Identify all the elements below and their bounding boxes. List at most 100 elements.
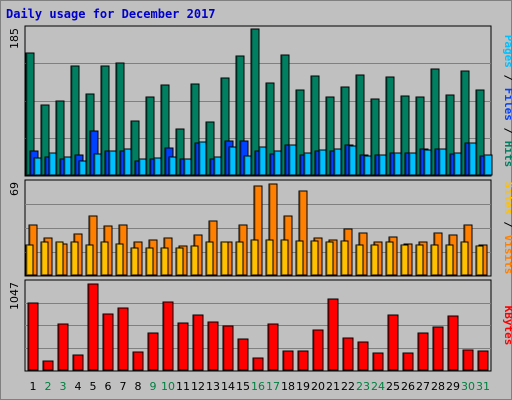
x-tick-label-day-22: 22 [341,380,355,393]
x-tick-label-day-13: 13 [206,380,220,393]
panel-kbytes-legend: KBytes [502,306,512,346]
panel-kbytes-bar-kbytes-day-22 [342,337,354,371]
x-tick-label-day-31: 31 [476,380,490,393]
panel-visits_sites-bar-sites-day-1 [25,244,34,276]
panel-kbytes-bar-kbytes-day-25 [387,314,399,371]
panel-visits_sites-bar-sites-day-11-fill [175,247,184,276]
panel-visits_sites-bar-sites-day-16-fill [250,239,259,276]
panel-kbytes-ymax-label: 1047 [8,282,21,310]
x-tick-label-day-28: 28 [431,380,445,393]
panel-visits_sites-legend-sep: / [502,215,512,235]
x-tick-label-day-16: 16 [251,380,265,393]
panel-kbytes-bar-kbytes-day-25-fill [387,314,399,371]
panel-visits_sites-bar-sites-day-30 [460,241,469,276]
panel-kbytes-bar-kbytes-day-27 [417,332,429,371]
panel-visits_sites-bar-sites-day-28 [430,244,439,276]
panel-visits_sites-bar-sites-day-31 [475,245,484,276]
panel-visits_sites-bar-sites-day-22-fill [340,240,349,276]
panel-visits_sites-bar-sites-day-10 [160,247,169,276]
panel-visits_sites-bar-sites-day-25-fill [385,241,394,276]
panel-visits_sites-bar-sites-day-27 [415,244,424,276]
panel-kbytes-bar-kbytes-day-15 [237,338,249,371]
panel-visits_sites-bar-sites-day-29-fill [445,244,454,276]
panel-kbytes-bar-kbytes-day-16 [252,357,264,371]
panel-kbytes-bar-kbytes-day-2 [42,360,54,371]
panel-kbytes-bar-kbytes-day-5-fill [87,283,99,371]
panel-visits_sites-bar-sites-day-9-fill [145,247,154,276]
panel-visits_sites-bar-sites-day-29 [445,244,454,276]
panel-visits_sites-bar-sites-day-3 [55,241,64,276]
panel-kbytes-bar-kbytes-day-20 [312,329,324,371]
panel-kbytes-bar-kbytes-day-28 [432,326,444,371]
panel-visits_sites-ymax-label: 69 [8,182,21,196]
panel-visits_sites-bar-sites-day-2 [40,241,49,276]
panel-kbytes-bar-kbytes-day-29-fill [447,315,459,371]
panel-kbytes-bar-kbytes-day-30-fill [462,349,474,371]
panel-kbytes-bar-kbytes-day-14 [222,325,234,371]
panel-visits_sites-bar-sites-day-5 [85,244,94,276]
panel-visits_sites-bar-sites-day-17 [265,239,274,276]
panel-visits_sites-bar-sites-day-22 [340,240,349,276]
panel-visits_sites-bar-sites-day-27-fill [415,244,424,276]
panel-kbytes-bar-kbytes-day-11 [177,322,189,371]
panel-hits_files_pages-legend: Pages / Files / Hits [502,35,512,168]
panel-kbytes-bar-kbytes-day-12-fill [192,314,204,371]
panel-kbytes-bar-kbytes-day-7 [117,307,129,371]
panel-visits_sites-bar-sites-day-3-fill [55,241,64,276]
panel-kbytes-bar-kbytes-day-14-fill [222,325,234,371]
panel-kbytes-bar-kbytes-day-19 [297,350,309,371]
panel-kbytes-bar-kbytes-day-27-fill [417,332,429,371]
panel-kbytes-bar-kbytes-day-17-fill [267,323,279,371]
panel-visits_sites-bar-sites-day-15-fill [235,241,244,276]
panel-visits_sites-bar-sites-day-13-fill [205,241,214,276]
panel-visits_sites-bar-sites-day-23 [355,244,364,276]
panel-visits_sites-bar-sites-day-14 [220,241,229,276]
panel-kbytes-bar-kbytes-day-31-fill [477,350,489,371]
panel-visits_sites-bar-sites-day-18 [280,239,289,276]
x-tick-label-day-7: 7 [120,380,127,393]
panel-kbytes-bar-kbytes-day-12 [192,314,204,371]
panel-visits_sites-bar-sites-day-11 [175,247,184,276]
panel-kbytes-bar-kbytes-day-6 [102,313,114,371]
panel-visits_sites-bar-sites-day-8 [130,247,139,276]
panel-hits_files_pages-bar-pages-day-31-fill [483,154,493,176]
panel-visits_sites-bar-sites-day-12-fill [190,245,199,276]
panel-kbytes-bar-kbytes-day-18 [282,350,294,371]
panel-visits_sites-bar-sites-day-5-fill [85,244,94,276]
panel-visits_sites-bar-sites-day-10-fill [160,247,169,276]
panel-kbytes-bar-kbytes-day-21-fill [327,298,339,371]
panel-kbytes-bar-kbytes-day-11-fill [177,322,189,371]
panel-kbytes-legend-kbytes: KBytes [502,306,512,346]
panel-kbytes-bar-kbytes-day-10 [162,301,174,371]
x-tick-label-day-12: 12 [191,380,205,393]
panel-visits_sites-bar-sites-day-15 [235,241,244,276]
panel-kbytes-bar-kbytes-day-29 [447,315,459,371]
x-tick-label-day-9: 9 [150,380,157,393]
panel-visits_sites-legend: Sites / Visits [502,182,512,275]
panel-visits_sites-bar-sites-day-31-fill [475,245,484,276]
x-tick-label-day-1: 1 [30,380,37,393]
panel-kbytes-bar-kbytes-day-21 [327,298,339,371]
panel-kbytes-bar-kbytes-day-24-fill [372,352,384,371]
panel-kbytes-bar-kbytes-day-5 [87,283,99,371]
panel-visits_sites-bar-sites-day-6-fill [100,241,109,276]
panel-visits_sites-bar-sites-day-24-fill [370,244,379,276]
panel-kbytes-bar-kbytes-day-17 [267,323,279,371]
panel-visits_sites-bar-sites-day-19-fill [295,240,304,276]
x-tick-label-day-6: 6 [105,380,112,393]
panel-visits_sites-bar-sites-day-7-fill [115,243,124,276]
panel-visits_sites-bar-sites-day-26-fill [400,244,409,276]
panel-kbytes-bar-kbytes-day-10-fill [162,301,174,371]
panel-visits_sites-bar-sites-day-28-fill [430,244,439,276]
panel-kbytes-bar-kbytes-day-7-fill [117,307,129,371]
panel-visits_sites-legend-sites: Sites [502,182,512,215]
x-tick-label-day-14: 14 [221,380,235,393]
panel-kbytes-bar-kbytes-day-30 [462,349,474,371]
panel-visits_sites-bar-sites-day-21 [325,241,334,276]
panel-kbytes-bar-kbytes-day-15-fill [237,338,249,371]
x-tick-label-day-23: 23 [356,380,370,393]
panel-kbytes-bar-kbytes-day-31 [477,350,489,371]
panel-kbytes-bar-kbytes-day-22-fill [342,337,354,371]
panel-visits_sites-bar-sites-day-2-fill [40,241,49,276]
panel-kbytes-bar-kbytes-day-1-fill [27,302,39,371]
